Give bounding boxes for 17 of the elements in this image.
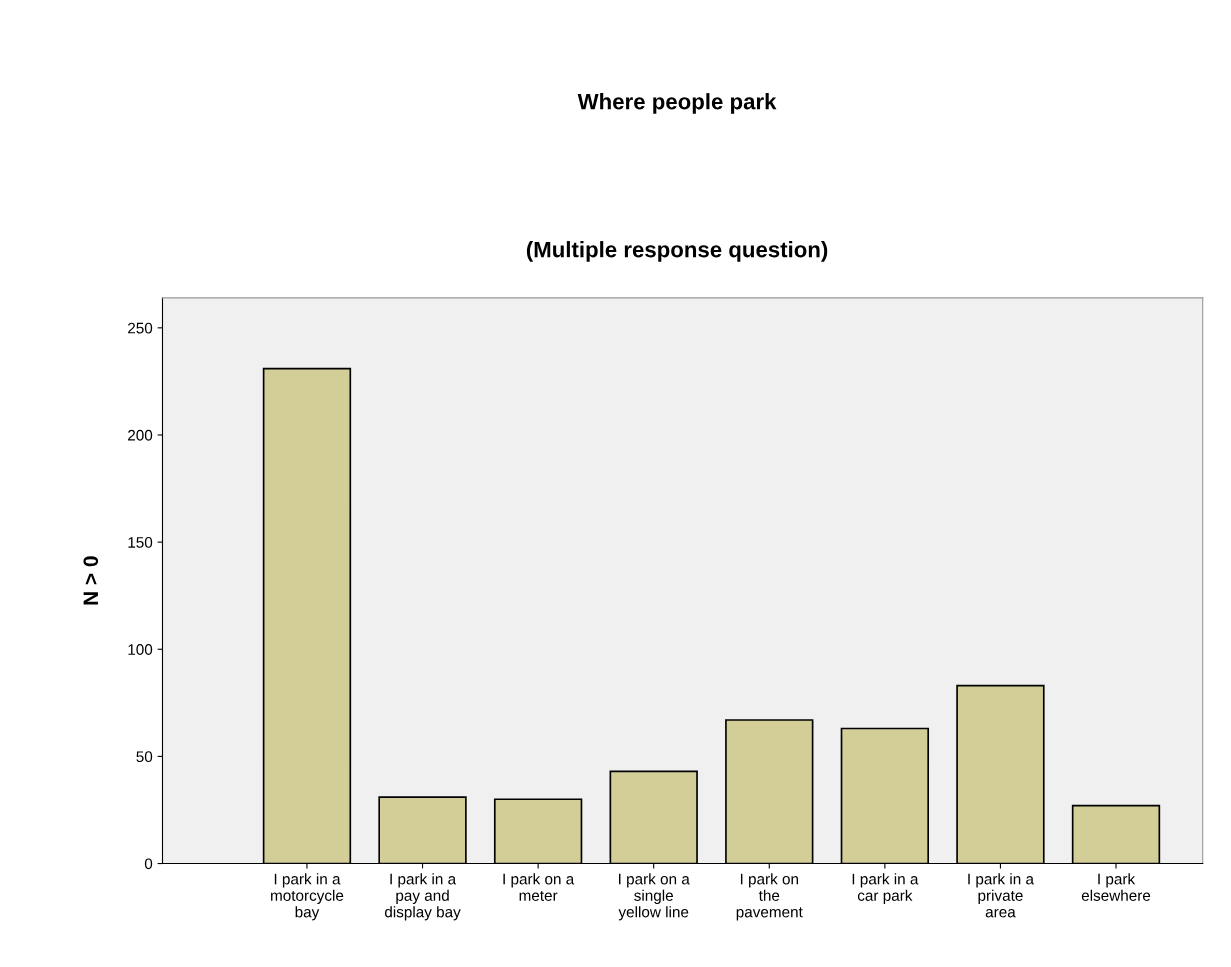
y-tick-label: 50 (136, 751, 153, 763)
y-axis-title: N > 0 (83, 556, 99, 605)
y-tick-label: 150 (128, 536, 153, 548)
chart-title: Where people park (577, 93, 777, 114)
x-tick-label: I park elsewhere (1081, 873, 1151, 901)
x-tick-label: I park on a meter (503, 873, 575, 901)
y-tick-label: 100 (128, 644, 153, 655)
y-tick-label: 200 (128, 429, 153, 441)
x-tick-label: I park on the pavement (736, 873, 803, 921)
x-tick-label: I park in a motorcycle bay (271, 873, 344, 921)
x-tick-label: I park in a pay and display bay (384, 873, 461, 921)
x-tick-label: I park on a single yellow line (618, 873, 690, 921)
y-tick-label: 0 (144, 858, 153, 870)
x-tick-label: I park in a private area (968, 873, 1034, 918)
chart-subtitle: (Multiple response question) (526, 241, 828, 262)
x-tick-label: I park in a car park (852, 873, 919, 904)
y-tick-label: 250 (128, 322, 153, 334)
